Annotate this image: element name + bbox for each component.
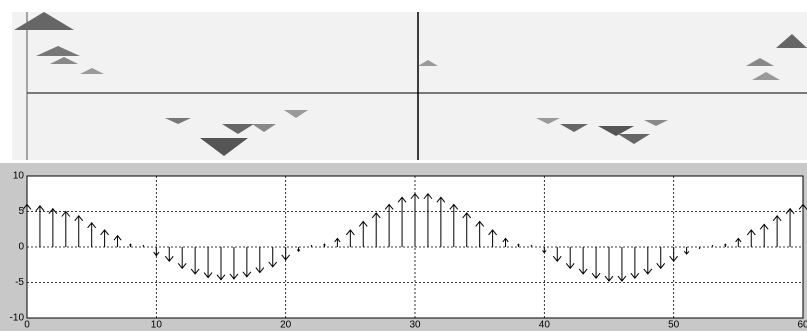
y-tick-label: -10 (10, 313, 25, 324)
arrow (699, 247, 700, 248)
x-tick-label: 30 (409, 320, 421, 331)
x-tick-label: 50 (668, 320, 680, 331)
x-tick-label: 40 (539, 320, 551, 331)
x-tick-label: 20 (280, 320, 292, 331)
y-tick-label: -5 (15, 277, 24, 288)
arrow (311, 246, 312, 247)
y-tick-label: 10 (13, 171, 25, 182)
y-tick-label: 5 (18, 206, 24, 217)
image-panel (12, 12, 807, 160)
arrow (712, 246, 713, 247)
x-tick-label: 60 (797, 320, 807, 331)
image-area (12, 12, 807, 160)
x-tick-label: 0 (24, 320, 30, 331)
x-tick-label: 10 (151, 320, 163, 331)
arrow (143, 246, 144, 247)
y-tick-label: 0 (18, 242, 24, 253)
screenshot: 0 10 20 30 40 50 60 -10 -5 0 5 10 (0, 0, 807, 331)
arrow (531, 246, 532, 247)
page: {"chart_data": {"type": "quiver", "x": [… (0, 0, 807, 336)
